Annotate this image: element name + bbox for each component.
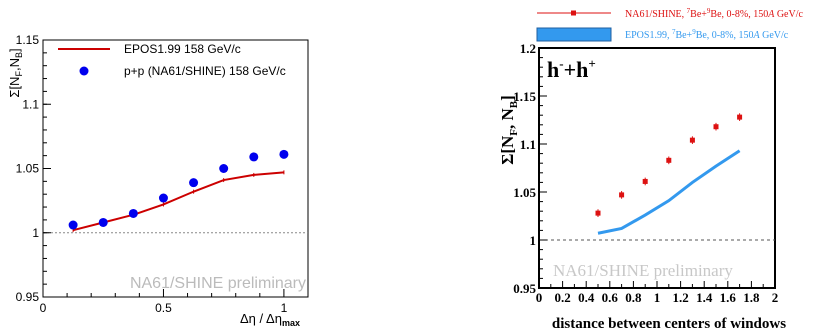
legend-marker-na61 — [571, 10, 576, 16]
y-tick-label: 1.1 — [22, 97, 39, 111]
watermark: NA61/SHINE preliminary — [553, 261, 733, 280]
legend-text: Be+ — [675, 30, 692, 41]
legend-label-epos: EPOS1.99, 7Be+9Be, 0-8%, 150A GeV/c — [625, 28, 789, 41]
x-tick-label: 1.8 — [743, 290, 760, 305]
legend-text-italic: A — [767, 9, 775, 20]
x-tick-label: 1.6 — [720, 290, 737, 305]
x-tick-label: 1.2 — [672, 290, 688, 305]
data-point-pp — [158, 193, 168, 203]
legend-label-na61: NA61/SHINE, 7Be+9Be, 0-8%, 150A GeV/c — [625, 7, 803, 20]
legend-box-epos — [536, 27, 612, 42]
legend-text: GeV/c — [774, 9, 803, 20]
data-point-pp — [68, 220, 78, 230]
x-axis-label: Δη / Δηmax — [240, 311, 300, 328]
y-tick-label: 1.05 — [513, 185, 536, 200]
legend-sup: 9 — [692, 28, 696, 36]
x-axis-label-main: Δη / Δη — [240, 311, 282, 326]
y-axis-label-main: Σ[N — [498, 135, 517, 165]
legend-sup: 7 — [672, 28, 676, 36]
x-tick-label: 2 — [772, 290, 779, 305]
data-point-na61 — [595, 210, 601, 216]
x-tick-label: 0.4 — [578, 290, 595, 305]
legend-marker-pp — [79, 66, 89, 76]
right-chart-panel: 0 0.2 0.4 0.6 0.8 1 1.2 1.4 1.6 1.8 2 0.95 1 1.05 1.1 1… — [498, 7, 803, 332]
y-axis-label: Σ[NF,NB] — [7, 48, 24, 97]
x-tick-label: 0 — [40, 301, 47, 315]
legend-sup: 9 — [707, 7, 711, 15]
left-chart-panel: 0 0.5 1 0.95 1 1.05 1.1 1.15 NA61/SHINE prelimin… — [7, 33, 309, 328]
x-tick-label: 0.8 — [625, 290, 642, 305]
data-point-pp — [249, 152, 259, 162]
legend-sup: 7 — [687, 7, 691, 15]
data-point-na61 — [666, 157, 672, 163]
y-tick-label: 1 — [530, 233, 537, 248]
legend-label-epos: EPOS1.99 158 GeV/c — [124, 42, 241, 56]
y-axis-label-sub2: B — [508, 100, 520, 108]
x-tick-label: 1 — [654, 290, 661, 305]
panel-label-h: h — [547, 57, 559, 82]
data-point-na61 — [642, 178, 648, 184]
panel-label-mid: +h — [564, 57, 589, 82]
panel-label-sup1: - — [559, 56, 563, 71]
legend-text: Be, 0-8%, 150 — [710, 9, 768, 20]
x-tick-label: 0.6 — [602, 290, 619, 305]
y-tick-label: 1.2 — [520, 41, 536, 56]
data-point-na61 — [619, 192, 625, 198]
data-point-na61 — [737, 114, 743, 120]
data-point-pp — [279, 149, 289, 159]
data-point-pp — [219, 164, 229, 173]
x-tick-label: 0.2 — [554, 290, 570, 305]
y-axis-label-end: ] — [498, 95, 517, 101]
y-axis-label-mid: , N — [498, 108, 517, 130]
data-point-pp — [128, 208, 138, 218]
legend-text: Be, 0-8%, 150 — [696, 30, 754, 41]
y-tick-label: 1.15 — [16, 33, 40, 47]
legend-label-pp: p+p (NA61/SHINE) 158 GeV/c — [124, 64, 286, 78]
x-tick-label: 1 — [281, 301, 288, 315]
legend-text: GeV/c — [760, 30, 789, 41]
watermark: NA61/SHINE preliminary — [130, 275, 306, 292]
legend-text: NA61/SHINE, — [625, 9, 687, 20]
plot-frame — [538, 47, 776, 289]
legend-text-italic: A — [752, 30, 760, 41]
legend-text: EPOS1.99, — [625, 30, 672, 41]
y-axis-label-sub1: F — [508, 129, 520, 136]
panel-label-sup2: + — [588, 56, 595, 71]
y-axis-label: Σ[NF, NB] — [498, 95, 520, 165]
y-axis-label-mid: ,N — [7, 58, 22, 71]
data-point-pp — [98, 217, 108, 227]
series-band-epos — [597, 149, 741, 235]
data-point-na61 — [689, 137, 695, 143]
y-axis-label-sub2: B — [14, 52, 24, 58]
data-point-pp — [189, 178, 199, 188]
y-tick-label: 1.1 — [520, 137, 536, 152]
legend-text: Be+ — [690, 9, 707, 20]
y-tick-label: 0.95 — [513, 281, 536, 296]
y-tick-label: 1.05 — [16, 162, 40, 176]
y-tick-label: 1 — [32, 226, 39, 240]
x-tick-label: 0 — [536, 290, 543, 305]
x-tick-label: 0.5 — [155, 301, 172, 315]
x-axis-label: distance between centers of windows — [552, 316, 786, 332]
y-axis-label-main: Σ[N — [7, 77, 22, 98]
panel-label: h-+h+ — [547, 56, 596, 82]
y-tick-label: 0.95 — [16, 290, 40, 304]
series-line-epos — [72, 171, 284, 232]
y-axis-label-end: ] — [7, 48, 22, 52]
x-tick-label: 1.4 — [696, 290, 713, 305]
data-point-na61 — [713, 124, 719, 130]
y-tick-label: 1.15 — [513, 89, 536, 104]
plot-frame — [42, 39, 309, 298]
x-axis-label-sub: max — [282, 318, 300, 328]
y-axis-label-sub1: F — [14, 71, 24, 77]
